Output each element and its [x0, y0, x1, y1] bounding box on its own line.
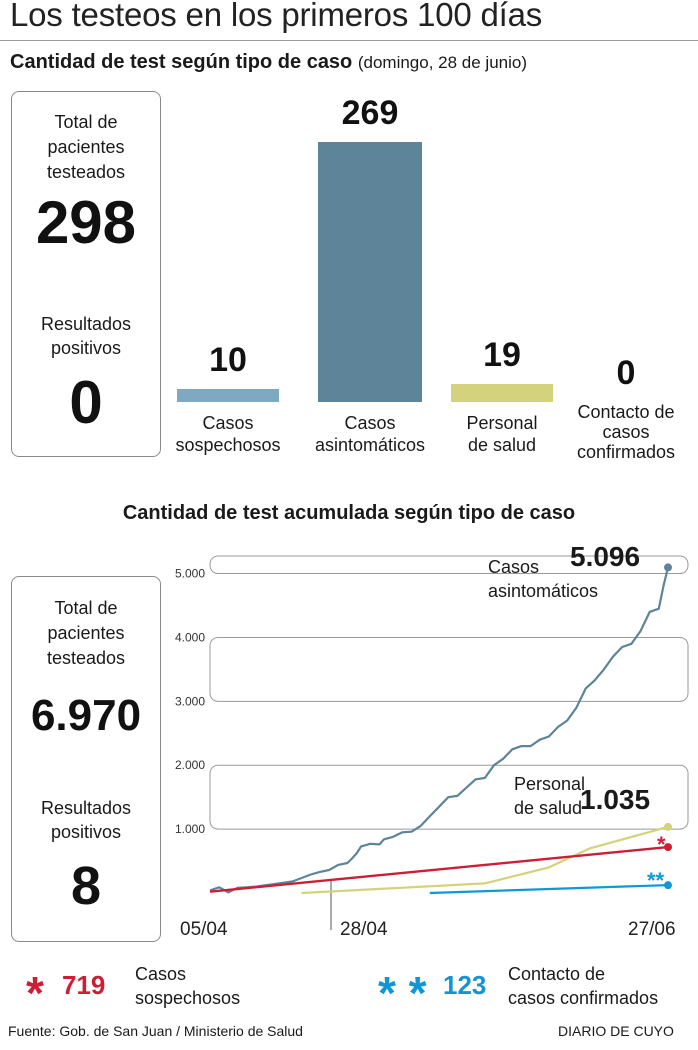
- daily-total-label-3: testeados: [46, 162, 126, 182]
- bar-label-casos-sospechosos: Casos sospechosos: [175, 413, 281, 455]
- cumulative-summary-card: [11, 576, 161, 942]
- grid-band-1: [209, 636, 689, 702]
- bar-casos-asintomáticos: [318, 142, 422, 402]
- title-divider: [0, 40, 698, 41]
- contacto-legend-value: 123: [443, 970, 487, 1000]
- daily-total-value: 298: [35, 189, 137, 256]
- daily-summary-card: [11, 91, 161, 457]
- contacto-line-marker: **: [647, 868, 665, 893]
- bar-value-contacto-de-casos-confirmados: 0: [616, 354, 636, 392]
- bar-value-casos-sospechosos: 10: [209, 341, 247, 379]
- bar-value-personal-de-salud: 19: [483, 335, 521, 374]
- publisher-brand: DIARIO DE CUYO: [558, 1023, 674, 1039]
- bar-casos-sospechosos: [177, 389, 279, 402]
- series-line-casos-sospechosos: [209, 845, 669, 893]
- bar-label-personal-de-salud: Personal de salud: [466, 413, 538, 455]
- cumulative-positive-label-2: positivos: [50, 822, 122, 842]
- series-end-point-personal-de-salud: [664, 822, 672, 831]
- personal-salud-annotation: Personal de salud: [514, 772, 585, 820]
- asintomaticos-annotation-line-2: asintomáticos: [488, 581, 599, 601]
- series-line-casos-asintomáticos: [209, 567, 670, 894]
- line-chart-title: Cantidad de test acumulada según tipo de…: [122, 502, 576, 524]
- x-tick-2804: 28/04: [340, 919, 388, 940]
- series-end-point-casos-asintomáticos: [664, 563, 672, 572]
- grid-band-0: [209, 555, 689, 575]
- y-tick-3000: 3.000: [175, 694, 205, 708]
- cumulative-positive-label-1: Resultados: [40, 798, 132, 818]
- cumulative-total-value: 6.970: [30, 691, 142, 740]
- bar-label-contacto-de-casos-confirmados: Contacto de casos confirmados: [576, 402, 676, 462]
- y-tick-2000: 2.000: [175, 758, 205, 772]
- sospechosos-legend-star: *: [26, 967, 44, 1019]
- cumulative-total-label-1: Total de: [54, 598, 118, 618]
- personal-salud-annotation-line-1: Personal: [514, 774, 586, 794]
- daily-positive-label-1: Resultados: [40, 314, 132, 334]
- contacto-legend-star: * *: [378, 967, 427, 1019]
- contacto-legend-label: Contacto de casos confirmados: [508, 962, 658, 1010]
- cumulative-positive-value: 8: [70, 856, 102, 916]
- asintomaticos-total: 5.096: [570, 541, 641, 572]
- bar-personal-de-salud: [451, 383, 553, 402]
- contacto-legend-label-1: Contacto de: [508, 964, 606, 984]
- page-title: Los testeos en los primeros 100 días: [10, 0, 543, 33]
- y-tick-1000: 1.000: [175, 822, 205, 836]
- daily-total-label-1: Total de: [54, 112, 118, 132]
- series-line-contacto-de-casos-confirmados: [429, 884, 669, 895]
- personal-salud-total: 1.035: [580, 784, 651, 815]
- series-line-personal-de-salud: [301, 825, 669, 895]
- y-tick-4000: 4.000: [175, 630, 205, 644]
- bar-chart-date: (domingo, 28 de junio): [357, 53, 528, 72]
- series-end-point-casos-sospechosos: [664, 843, 672, 852]
- series-end-point-contacto-de-casos-confirmados: [664, 881, 672, 890]
- grid-band-2: [209, 764, 689, 830]
- asintomaticos-annotation-line-1: Casos: [488, 557, 540, 577]
- sospechosos-legend-value: 719: [62, 970, 106, 1000]
- x-tick-2706: 27/06: [628, 919, 676, 940]
- daily-total-label-2: pacientes: [47, 137, 125, 157]
- sospechosos-legend-label-2: sospechosos: [135, 988, 241, 1008]
- daily-positive-value: 0: [69, 369, 103, 436]
- sospechosos-legend-label: Casos sospechosos: [135, 962, 240, 1010]
- sospechosos-line-marker: *: [657, 832, 666, 857]
- y-tick-5000: 5.000: [175, 567, 205, 581]
- cumulative-total-label-3: testeados: [46, 648, 126, 668]
- daily-positive-label-2: positivos: [50, 338, 122, 358]
- personal-salud-annotation-line-2: de salud: [514, 798, 583, 818]
- bar-chart-title: Cantidad de test según tipo de caso (dom…: [10, 51, 527, 74]
- sospechosos-legend-label-1: Casos: [135, 964, 187, 984]
- bar-value-casos-asintomáticos: 269: [341, 94, 399, 132]
- asintomaticos-annotation: Casos asintomáticos: [488, 555, 598, 603]
- cumulative-total-label-2: pacientes: [47, 623, 125, 643]
- bar-chart-title-text: Cantidad de test según tipo de caso: [10, 51, 353, 73]
- bar-label-casos-asintomáticos: Casos asintomáticos: [314, 413, 426, 455]
- contacto-legend-label-2: casos confirmados: [508, 988, 659, 1008]
- x-tick-0504: 05/04: [180, 919, 228, 940]
- source-note: Fuente: Gob. de San Juan / Ministerio de…: [8, 1023, 303, 1039]
